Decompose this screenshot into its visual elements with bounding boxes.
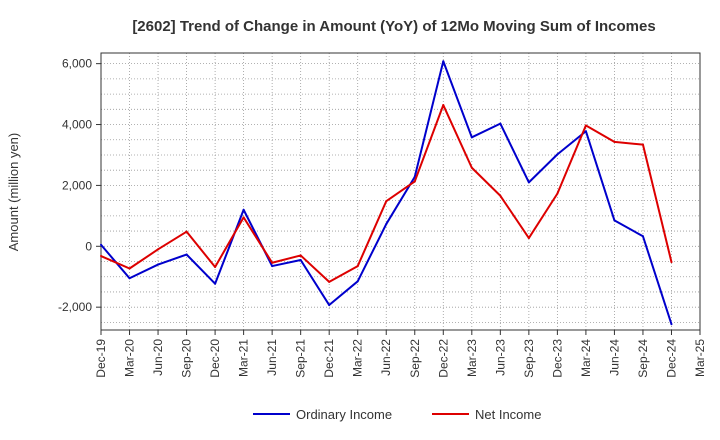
x-tick-label: Jun-23 [493,339,507,376]
x-tick-label: Jun-24 [607,339,621,376]
data-point-ordinary-income [157,263,160,266]
data-point-net-income [299,254,302,257]
data-point-ordinary-income [584,130,587,133]
x-tick-label: Dec-19 [94,339,108,378]
x-tick-label: Dec-23 [550,339,564,378]
x-tick-label: Mar-21 [237,339,251,377]
data-point-ordinary-income [271,265,274,268]
x-tick-label: Jun-22 [379,339,393,376]
x-tick-label: Mar-22 [351,339,365,377]
data-point-net-income [470,166,473,169]
data-point-net-income [328,280,331,283]
x-tick-label: Mar-24 [579,339,593,377]
legend-label-ordinary-income: Ordinary Income [296,407,392,422]
x-tick-label: Sep-20 [180,339,194,378]
data-point-ordinary-income [641,235,644,238]
data-point-net-income [670,261,673,264]
chart-title: [2602] Trend of Change in Amount (YoY) o… [132,18,655,35]
data-point-net-income [613,140,616,143]
series [100,60,673,326]
data-point-ordinary-income [385,223,388,226]
data-point-net-income [356,265,359,268]
data-point-ordinary-income [442,60,445,63]
data-point-ordinary-income [499,122,502,125]
data-point-net-income [242,216,245,219]
data-point-ordinary-income [214,282,217,285]
data-point-ordinary-income [556,153,559,156]
y-tick-label: 6,000 [62,57,92,71]
data-point-net-income [157,248,160,251]
x-axis-ticks: Dec-19 Mar-20 Jun-20 Sep-20 Dec-20 Mar-21 Jun-… [94,330,707,378]
y-axis-label: Amount (million yen) [6,133,21,252]
data-point-net-income [214,265,217,268]
data-point-net-income [413,180,416,183]
data-point-net-income [556,192,559,195]
data-point-ordinary-income [613,219,616,222]
data-point-ordinary-income [356,280,359,283]
x-tick-label: Jun-21 [265,339,279,376]
data-point-ordinary-income [527,181,530,184]
data-point-net-income [442,104,445,107]
x-tick-label: Mar-23 [465,339,479,377]
data-point-ordinary-income [128,277,131,280]
y-tick-label: -2,000 [58,300,92,314]
y-tick-label: 2,000 [62,178,92,192]
x-tick-label: Sep-23 [522,339,536,378]
x-tick-label: Sep-24 [636,339,650,378]
y-tick-label: 4,000 [62,118,92,132]
data-point-net-income [584,124,587,127]
y-axis-ticks: -2,000 0 2,000 4,000 6,000 [58,57,101,314]
x-tick-label: Mar-20 [123,339,137,377]
x-tick-label: Jun-20 [151,339,165,376]
data-point-net-income [499,194,502,197]
data-point-net-income [100,255,102,258]
data-point-net-income [271,261,274,264]
x-tick-label: Dec-24 [664,339,678,378]
x-tick-label: Sep-22 [408,339,422,378]
legend: Ordinary Income Net Income [253,407,541,422]
x-tick-label: Mar-25 [693,339,707,377]
data-point-net-income [128,267,131,270]
x-tick-label: Dec-22 [436,339,450,378]
y-tick-label: 0 [85,239,92,253]
data-point-net-income [527,237,530,240]
data-point-ordinary-income [470,136,473,139]
data-point-ordinary-income [328,304,331,307]
data-point-ordinary-income [185,253,188,256]
data-point-ordinary-income [299,258,302,261]
data-point-net-income [385,200,388,203]
x-tick-label: Dec-20 [208,339,222,378]
legend-label-net-income: Net Income [475,407,541,422]
x-tick-label: Dec-21 [322,339,336,378]
data-point-net-income [641,143,644,146]
data-point-ordinary-income [100,243,102,246]
data-point-ordinary-income [242,208,245,211]
data-point-ordinary-income [670,323,673,326]
plot-frame [100,52,701,331]
data-point-net-income [185,230,188,233]
x-tick-label: Sep-21 [294,339,308,378]
